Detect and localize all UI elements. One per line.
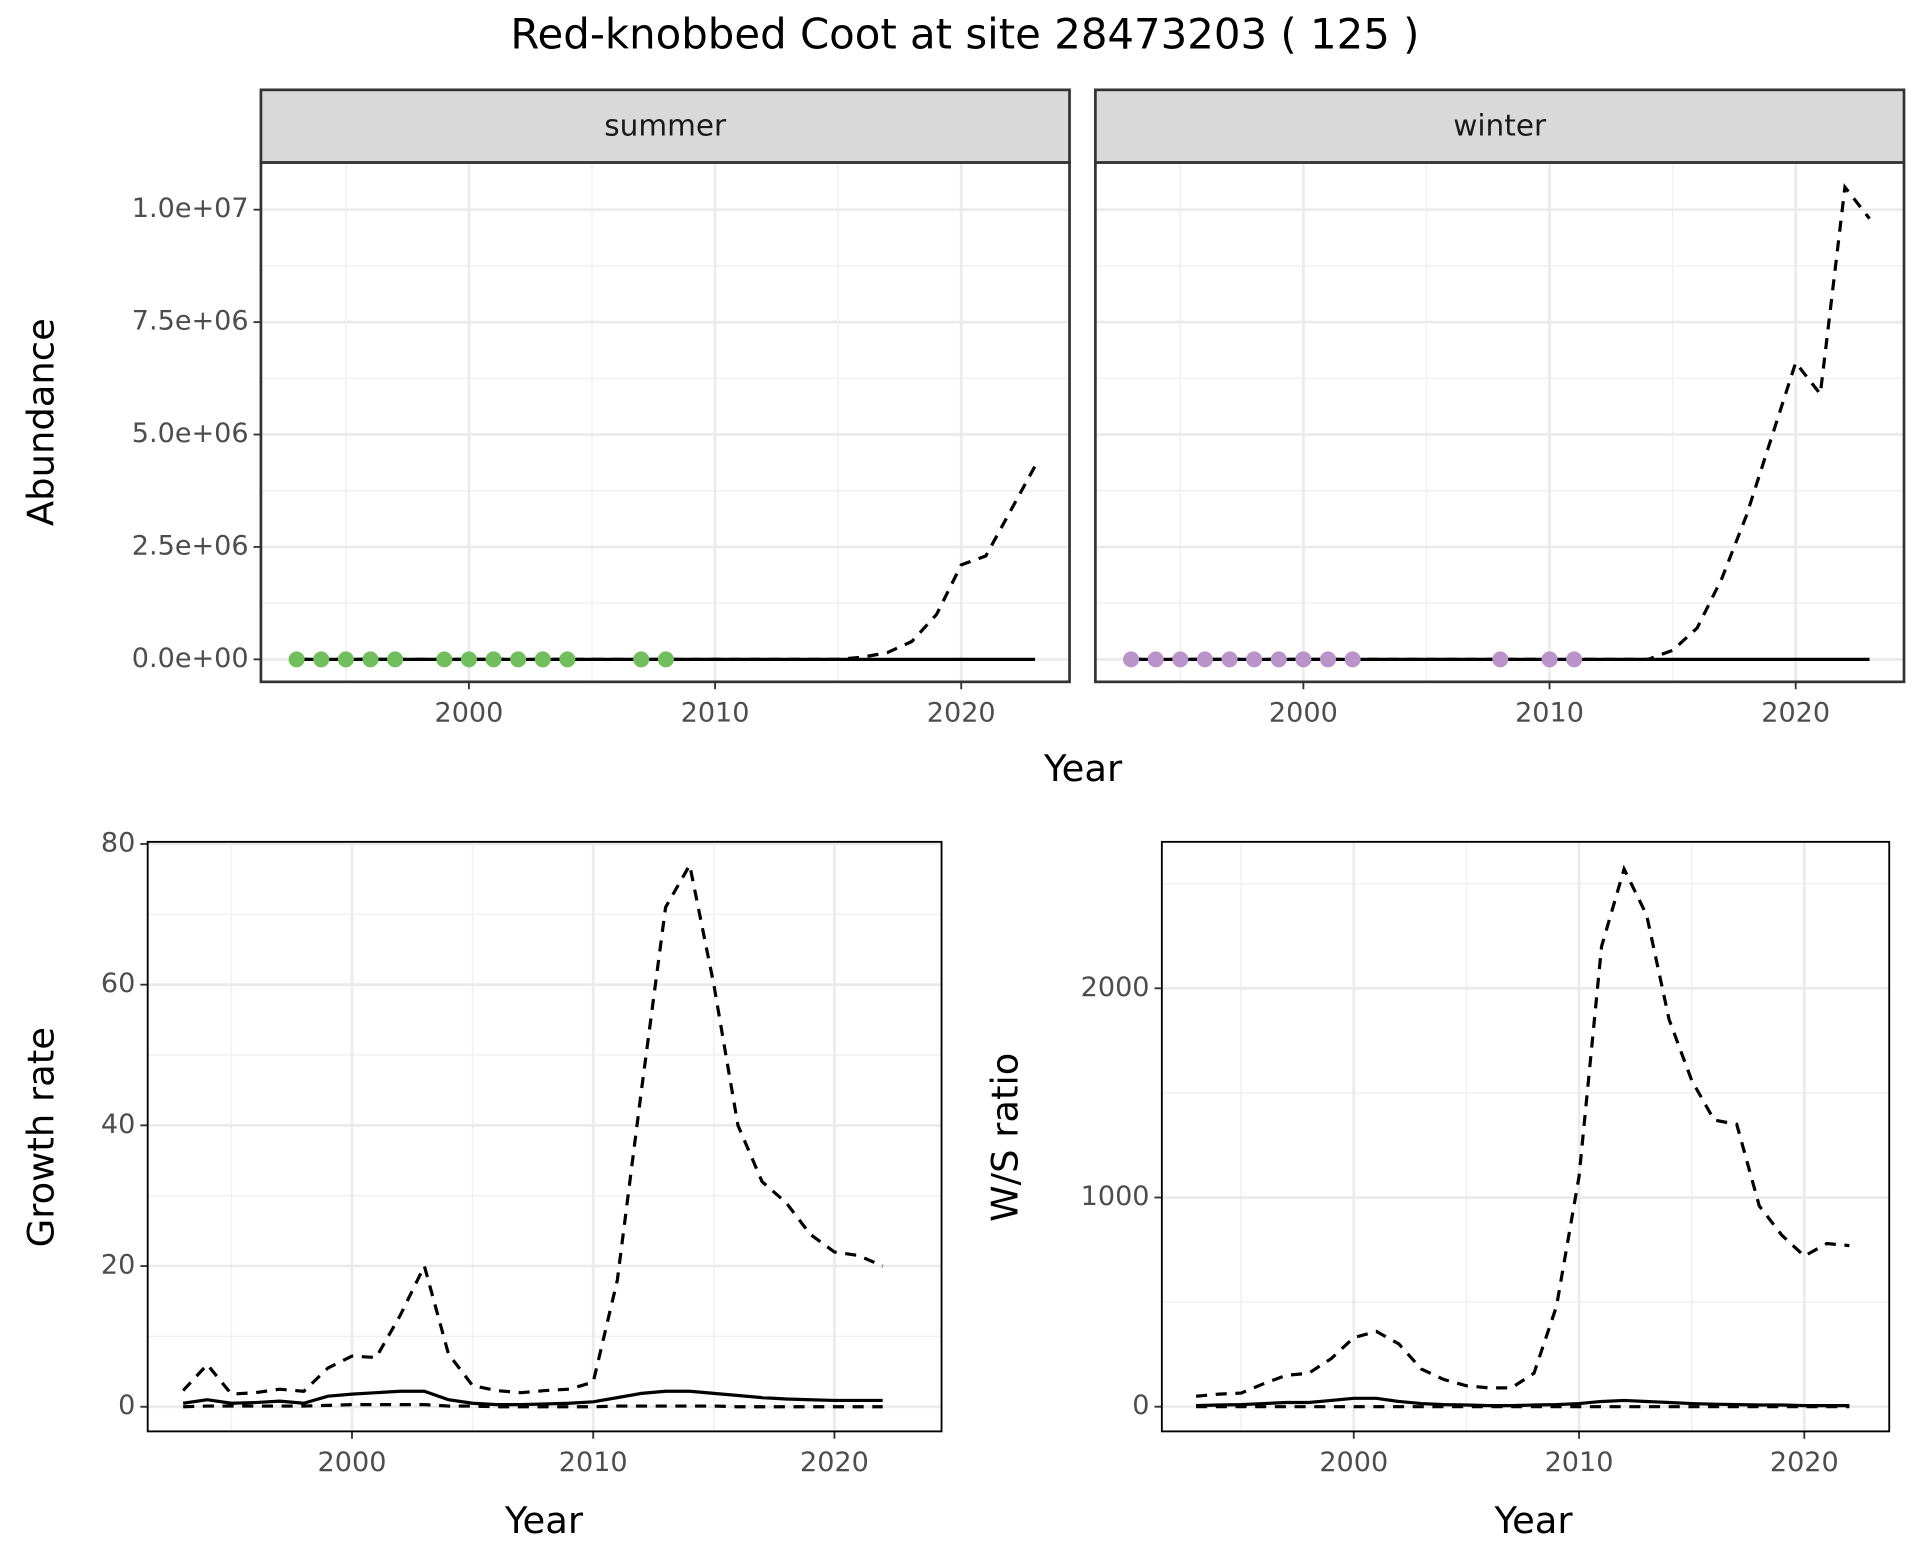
x-axis-label: Year — [504, 1499, 584, 1542]
line-series — [182, 1389, 883, 1407]
x-tick-label: 2000 — [318, 1447, 387, 1478]
x-tick-label: 2020 — [1761, 697, 1830, 728]
x-tick-label: 2000 — [1319, 1447, 1388, 1478]
point — [460, 651, 477, 668]
y-axis-label: Abundance — [20, 318, 63, 526]
x-tick-label: 2010 — [1545, 1447, 1614, 1478]
point — [1541, 651, 1558, 668]
point — [1172, 651, 1189, 668]
point — [1147, 651, 1164, 668]
point — [485, 651, 502, 668]
point — [1196, 651, 1213, 668]
y-tick-label: 60 — [101, 968, 135, 999]
point — [436, 651, 453, 668]
facet-label: summer — [604, 108, 727, 142]
point — [633, 651, 650, 668]
x-tick-label: 2020 — [1770, 1447, 1839, 1478]
point — [362, 651, 379, 668]
point — [313, 651, 330, 668]
panel-background — [147, 841, 942, 1432]
x-axis-label: Year — [1043, 747, 1123, 790]
point — [510, 651, 527, 668]
x-tick-label: 2010 — [559, 1447, 628, 1478]
y-tick-label: 2.5e+06 — [132, 530, 249, 561]
point — [288, 651, 305, 668]
y-tick-label: 40 — [101, 1109, 135, 1140]
y-tick-label: 0 — [118, 1390, 135, 1421]
y-axis-label: Growth rate — [20, 1027, 63, 1247]
line-series — [1196, 1396, 1850, 1408]
point — [1123, 651, 1140, 668]
y-tick-label: 1.0e+07 — [132, 193, 249, 224]
x-tick-label: 2000 — [1269, 697, 1338, 728]
x-tick-label: 2000 — [434, 697, 503, 728]
panel-background — [1161, 841, 1890, 1432]
y-tick-label: 0.0e+00 — [132, 643, 249, 674]
panel-background — [260, 162, 1070, 682]
x-tick-label: 2010 — [1515, 697, 1584, 728]
point — [1246, 651, 1263, 668]
point — [337, 651, 354, 668]
x-tick-label: 2010 — [681, 697, 750, 728]
y-tick-label: 0 — [1132, 1390, 1149, 1421]
y-tick-label: 2000 — [1081, 972, 1150, 1003]
y-tick-label: 80 — [101, 827, 135, 858]
facet-label: winter — [1453, 108, 1547, 142]
point — [1221, 651, 1238, 668]
y-tick-label: 7.5e+06 — [132, 306, 249, 337]
y-axis-label: W/S ratio — [983, 1053, 1026, 1222]
panel-border — [1160, 840, 1891, 1433]
x-axis-label: Year — [1493, 1499, 1573, 1542]
panel-background — [1095, 162, 1904, 682]
point — [534, 651, 551, 668]
point — [1320, 651, 1336, 668]
point — [1344, 651, 1361, 668]
point — [559, 651, 576, 668]
point — [1270, 651, 1287, 668]
y-tick-label: 20 — [101, 1250, 135, 1281]
x-tick-label: 2020 — [927, 697, 996, 728]
point — [1566, 651, 1583, 668]
x-tick-label: 2020 — [800, 1447, 869, 1478]
point — [1295, 651, 1312, 668]
line-series — [1195, 864, 1850, 1398]
y-tick-label: 1000 — [1081, 1181, 1150, 1212]
point — [1492, 651, 1509, 668]
point — [387, 651, 404, 668]
facet-strip — [1094, 88, 1906, 164]
point — [657, 651, 674, 668]
chart-title: Red-knobbed Coot at site 28473203 ( 125 … — [510, 9, 1419, 58]
panel-border — [146, 840, 943, 1433]
facet-strip — [259, 88, 1071, 164]
line-series — [181, 860, 884, 1396]
y-tick-label: 5.0e+06 — [132, 418, 249, 449]
